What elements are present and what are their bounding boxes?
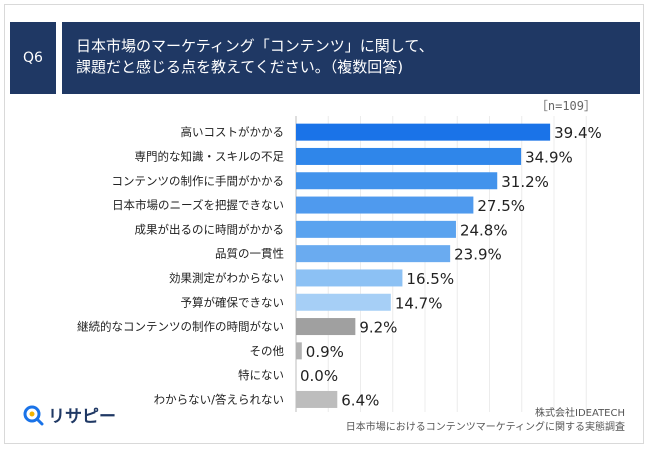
bar — [296, 318, 356, 336]
category-label: わからない/答えられない — [154, 392, 284, 406]
value-label: 39.4% — [554, 124, 602, 142]
footer-company: 株式会社IDEATECH — [535, 408, 625, 419]
footer-survey-title: 日本市場におけるコンテンツマーケティングに関する実態調査 — [345, 422, 625, 433]
bar-row: 成果が出るのに時間がかかる 24.8% — [135, 220, 508, 239]
value-label: 16.5% — [406, 270, 454, 288]
value-label: 23.9% — [454, 246, 502, 264]
bar — [296, 269, 403, 287]
question-title-line2: 課題だと感じる点を教えてください。（複数回答) — [76, 58, 404, 76]
bar-row: 専門的な知識・スキルの不足 34.9% — [135, 147, 573, 166]
category-label: 成果が出るのに時間がかかる — [135, 222, 285, 236]
category-label: 特にない — [238, 368, 284, 382]
brand-logo: リサピー — [22, 402, 116, 427]
bar-row: 特にない 0.0% — [238, 367, 338, 385]
bar — [296, 390, 338, 408]
value-label: 0.0% — [300, 367, 338, 385]
bar-row: 効果測定がわからない 16.5% — [169, 269, 454, 288]
bar — [296, 147, 522, 165]
gridlines — [295, 116, 587, 412]
value-label: 34.9% — [525, 148, 573, 166]
value-label: 27.5% — [477, 197, 525, 215]
question-title: 日本市場のマーケティング「コンテンツ」に関して、 課題だと感じる点を教えてくださ… — [62, 22, 640, 94]
bar — [296, 220, 456, 238]
value-label: 24.8% — [460, 221, 508, 239]
bar — [296, 172, 498, 190]
value-label: 0.9% — [306, 343, 344, 361]
bar-row: 予算が確保できない 14.7% — [181, 293, 443, 312]
bar-row: 継続的なコンテンツの制作の時間がない 9.2% — [77, 318, 397, 337]
bar-row: コンテンツの制作に手間がかかる 31.2% — [112, 172, 549, 191]
bar — [296, 245, 451, 263]
bar — [296, 196, 474, 214]
bar — [296, 293, 391, 311]
bar — [296, 342, 302, 360]
bar-row: 品質の一貫性 23.9% — [215, 245, 502, 264]
category-label: 品質の一貫性 — [215, 247, 284, 261]
bar-row: わからない/答えられない 6.4% — [154, 390, 379, 409]
value-label: 6.4% — [341, 391, 379, 409]
sample-size-note: ［n=109］ — [535, 99, 596, 113]
question-header: Q6 日本市場のマーケティング「コンテンツ」に関して、 課題だと感じる点を教えて… — [10, 22, 640, 94]
value-label: 31.2% — [501, 173, 549, 191]
logo-icon — [23, 405, 44, 425]
category-label: 日本市場のニーズを把握できない — [112, 198, 284, 212]
question-title-line1: 日本市場のマーケティング「コンテンツ」に関して、 — [76, 37, 434, 55]
category-label: 効果測定がわからない — [169, 271, 284, 285]
category-label: 継続的なコンテンツの制作の時間がない — [77, 320, 284, 334]
bar — [296, 123, 551, 141]
category-label: 専門的な知識・スキルの不足 — [135, 149, 285, 163]
bar-row: 高いコストがかかる 39.4% — [181, 123, 602, 142]
question-id-badge: Q6 — [10, 22, 56, 94]
value-label: 9.2% — [359, 319, 397, 337]
category-label: 予算が確保できない — [181, 295, 285, 309]
bar-row: 日本市場のニーズを把握できない 27.5% — [112, 196, 525, 215]
category-label: その他 — [250, 344, 285, 358]
category-label: コンテンツの制作に手間がかかる — [112, 174, 285, 188]
value-label: 14.7% — [395, 294, 443, 312]
bar-row: その他 0.9% — [250, 342, 344, 361]
logo-text: リサピー — [48, 407, 116, 427]
category-label: 高いコストがかかる — [181, 125, 285, 139]
